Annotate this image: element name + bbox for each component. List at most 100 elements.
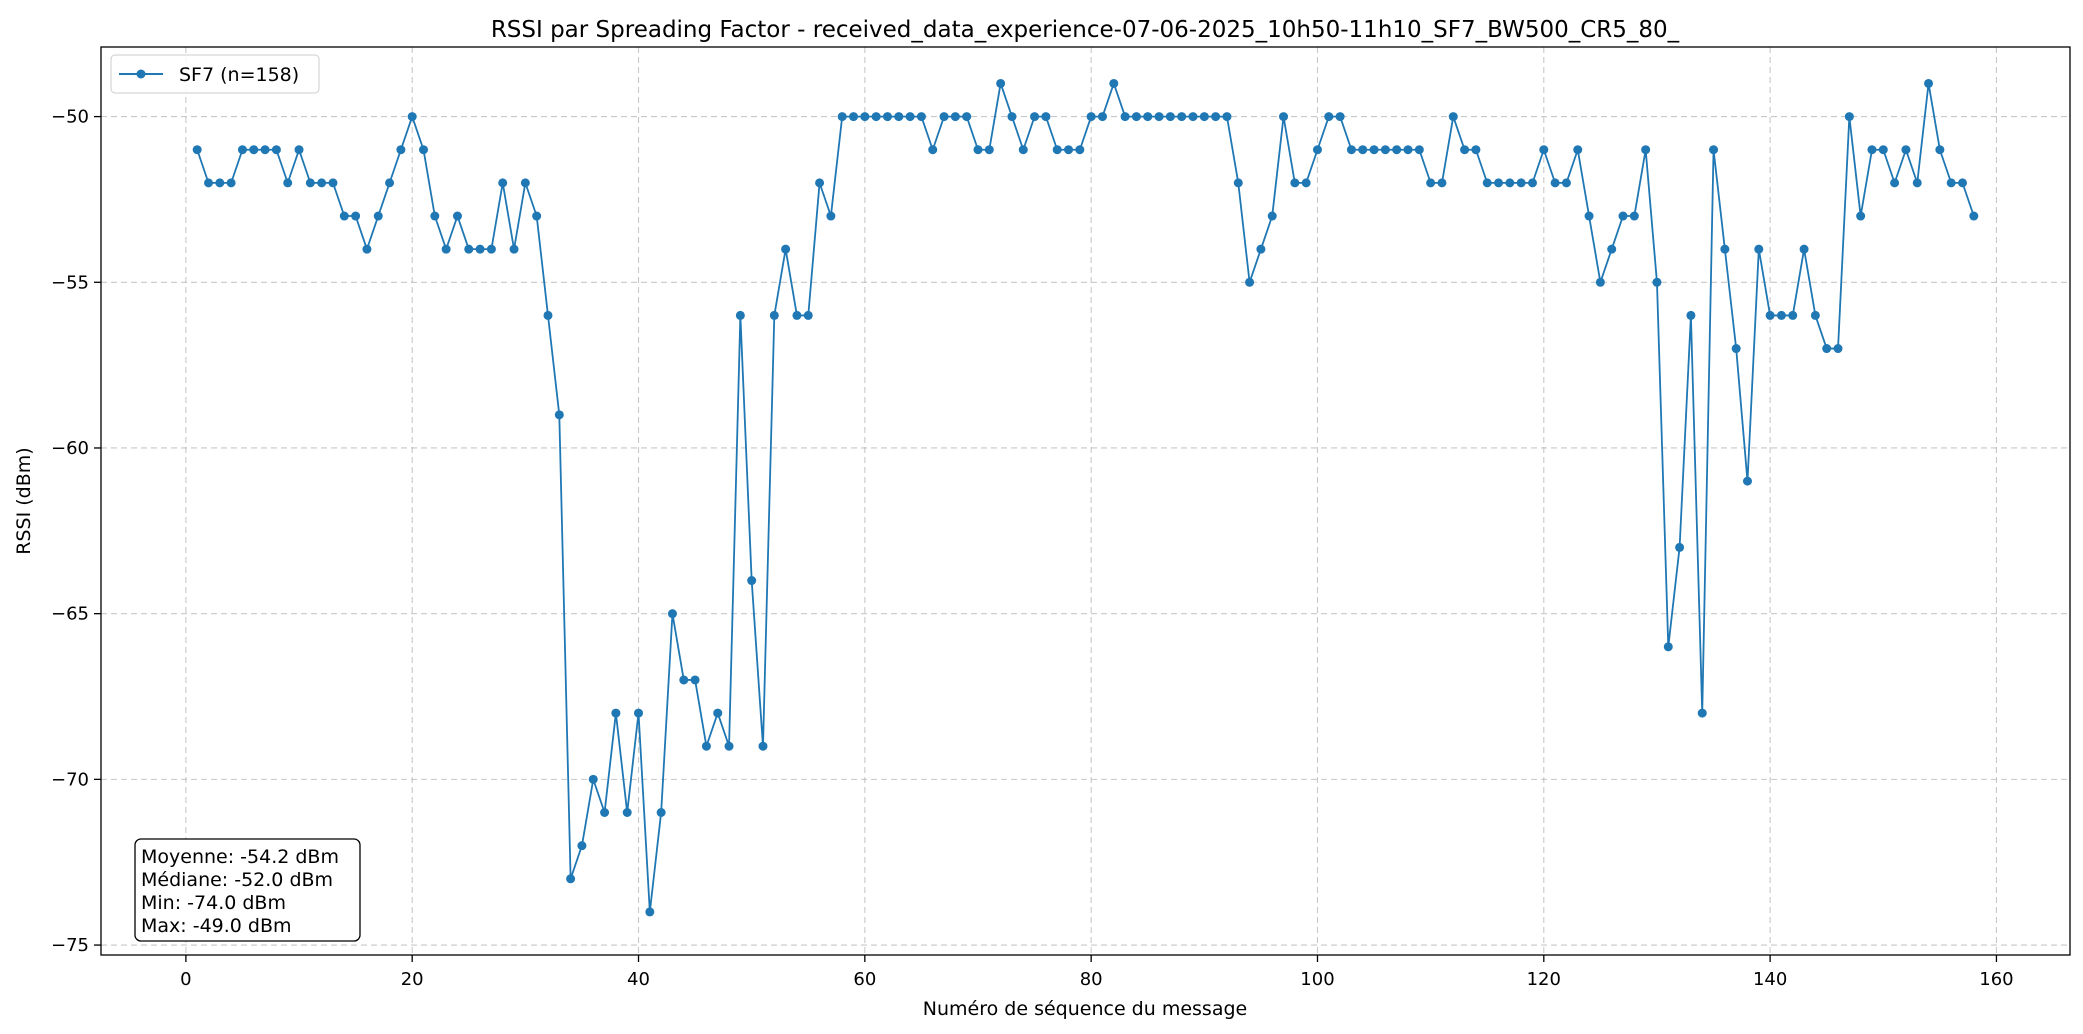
data-point — [464, 244, 474, 254]
data-point — [1131, 112, 1141, 122]
data-point — [1380, 145, 1390, 155]
data-point — [1267, 211, 1277, 221]
data-point — [1527, 178, 1537, 188]
data-point — [328, 178, 338, 188]
data-point — [1471, 145, 1481, 155]
data-point — [1810, 310, 1820, 320]
data-point — [532, 211, 542, 221]
data-point — [1165, 112, 1175, 122]
series-layer — [192, 78, 1979, 917]
data-point — [588, 774, 598, 784]
data-point — [837, 112, 847, 122]
data-point — [1629, 211, 1639, 221]
data-point — [1222, 112, 1232, 122]
data-point — [1901, 145, 1911, 155]
data-point — [1403, 145, 1413, 155]
grid-lines — [101, 47, 2070, 955]
x-tick-label: 0 — [180, 969, 191, 990]
data-point — [1290, 178, 1300, 188]
data-point — [1109, 78, 1119, 88]
data-point — [1607, 244, 1617, 254]
data-point — [1143, 112, 1153, 122]
data-point — [1256, 244, 1266, 254]
chart-title: RSSI par Spreading Factor - received_dat… — [491, 17, 1680, 43]
data-point — [1086, 112, 1096, 122]
data-point — [815, 178, 825, 188]
x-tick-label: 20 — [401, 969, 424, 990]
data-point — [1064, 145, 1074, 155]
data-point — [486, 244, 496, 254]
data-point — [396, 145, 406, 155]
data-point — [1799, 244, 1809, 254]
legend-marker-swatch — [136, 69, 146, 79]
legend: SF7 (n=158) — [110, 54, 320, 94]
x-tick-label: 60 — [853, 969, 876, 990]
x-tick-label: 80 — [1080, 969, 1103, 990]
data-point — [1641, 145, 1651, 155]
x-tick-label: 100 — [1300, 969, 1334, 990]
y-tick-label: −55 — [51, 272, 89, 293]
x-tick-label: 140 — [1753, 969, 1787, 990]
legend-entry-sf7: SF7 (n=158) — [179, 64, 299, 86]
stats-max: Max: -49.0 dBm — [141, 915, 292, 937]
data-point — [543, 310, 553, 320]
y-tick-label: −75 — [51, 935, 89, 956]
data-point — [407, 112, 417, 122]
data-point — [792, 310, 802, 320]
data-point — [1018, 145, 1028, 155]
data-point — [283, 178, 293, 188]
data-point — [1958, 178, 1967, 188]
data-point — [611, 708, 621, 718]
data-point — [1539, 145, 1549, 155]
data-point — [1505, 178, 1515, 188]
data-point — [950, 112, 960, 122]
y-axis-ticks: −75 −70 −65 −60 −55 −50 — [51, 107, 101, 956]
data-point — [1052, 145, 1062, 155]
data-point — [849, 112, 859, 122]
data-point — [1765, 310, 1775, 320]
stats-box — [134, 838, 361, 942]
data-point — [735, 310, 745, 320]
data-point — [747, 576, 757, 586]
data-point — [1675, 542, 1685, 552]
y-tick-label: −50 — [51, 107, 89, 128]
data-point — [498, 178, 508, 188]
data-point — [1935, 145, 1945, 155]
data-point — [1878, 145, 1888, 155]
data-point — [1788, 310, 1798, 320]
data-point — [724, 741, 734, 751]
data-point — [294, 145, 304, 155]
data-point — [667, 609, 677, 619]
data-point — [803, 310, 813, 320]
data-point — [1211, 112, 1221, 122]
data-point — [1301, 178, 1311, 188]
data-point — [713, 708, 723, 718]
data-point — [1584, 211, 1594, 221]
data-point — [894, 112, 904, 122]
data-point — [1516, 178, 1526, 188]
data-point — [882, 112, 892, 122]
stats-min: Min: -74.0 dBm — [141, 892, 286, 914]
data-point — [1652, 277, 1662, 287]
data-point — [1697, 708, 1707, 718]
data-point — [452, 211, 462, 221]
data-point — [1731, 344, 1741, 354]
data-point — [1663, 642, 1673, 652]
data-point — [1550, 178, 1560, 188]
data-point — [928, 145, 938, 155]
data-point — [1120, 112, 1130, 122]
series-line — [196, 82, 1975, 913]
data-point — [1437, 178, 1447, 188]
data-point — [1097, 112, 1107, 122]
data-point — [622, 808, 632, 817]
data-point — [1007, 112, 1017, 122]
data-point — [758, 741, 768, 751]
data-point — [554, 410, 564, 420]
stats-mean: Moyenne: -54.2 dBm — [141, 846, 339, 868]
data-point — [769, 310, 779, 320]
data-point — [1595, 277, 1605, 287]
data-point — [1414, 145, 1424, 155]
data-point — [1335, 112, 1345, 122]
data-point — [271, 145, 281, 155]
